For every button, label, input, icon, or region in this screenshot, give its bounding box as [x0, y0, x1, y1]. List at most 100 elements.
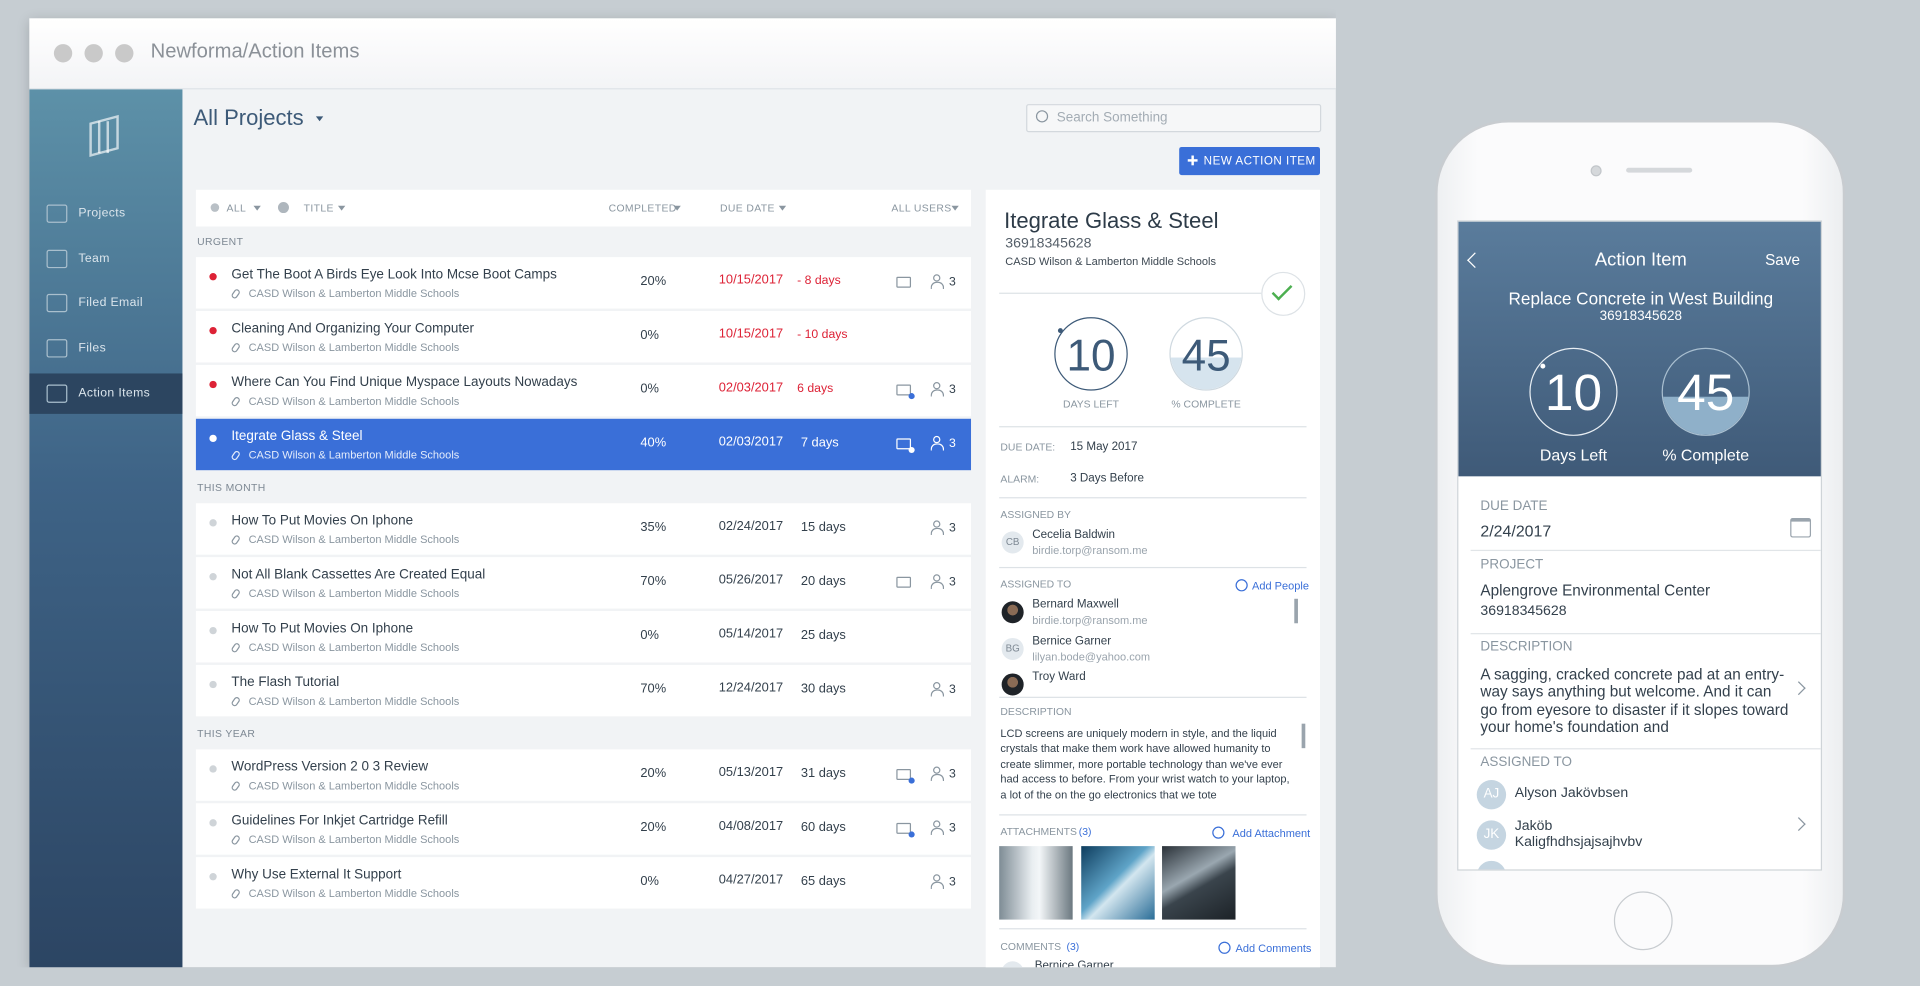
row-subtitle: CASD Wilson & Lamberton Middle Schools: [248, 586, 460, 599]
users-icon: [930, 527, 945, 536]
row-users: 3: [948, 574, 956, 589]
row-title: Why Use External It Support: [231, 867, 402, 883]
row-subtitle: CASD Wilson & Lamberton Middle Schools: [248, 532, 460, 546]
avatar-photo: [1001, 673, 1024, 696]
list-row[interactable]: [195, 611, 972, 663]
section-label: ASSIGNED BY: [1000, 508, 1071, 521]
row-days: 31 days: [800, 765, 846, 781]
project-selector[interactable]: All Projects: [193, 105, 304, 131]
attachment-thumbnail[interactable]: [1081, 846, 1155, 920]
save-button[interactable]: Save: [1765, 251, 1800, 269]
attachment-thumbnail[interactable]: [1162, 846, 1236, 920]
search-box[interactable]: [1026, 104, 1322, 133]
column-header[interactable]: COMPLETED: [608, 201, 677, 215]
add-icon: [1218, 941, 1231, 954]
new-button-label: NEW ACTION ITEM: [1203, 154, 1316, 168]
status-dot: [209, 273, 217, 281]
sidebar-item[interactable]: Action Items: [78, 386, 151, 401]
users-icon: [930, 689, 945, 697]
row-due: 04/08/2017: [718, 818, 784, 833]
avatar-initials: CB: [1005, 536, 1020, 548]
section-count: (3): [1078, 825, 1092, 838]
new-button[interactable]: [1179, 146, 1320, 176]
add-people[interactable]: Add People: [1251, 579, 1309, 592]
comment-new-dot: [907, 776, 915, 784]
phone-number: 36918345628: [1599, 309, 1683, 324]
days-left: 10: [1544, 363, 1603, 421]
list-row[interactable]: [195, 857, 972, 909]
field-label: DUE DATE: [1480, 498, 1548, 514]
row-title: How To Put Movies On Iphone: [231, 513, 414, 529]
list-row[interactable]: [195, 749, 972, 801]
window-clip: Newforma/Action Items Projects Team Filed E…: [29, 18, 1336, 968]
row-completed: 0%: [640, 327, 660, 343]
list-row[interactable]: [195, 557, 972, 609]
divider: [999, 426, 1307, 428]
row-due: 02/24/2017: [718, 518, 784, 533]
list-row[interactable]: [195, 503, 972, 555]
sidebar-item[interactable]: Filed Email: [78, 296, 143, 310]
window-button: [83, 43, 103, 62]
row-title: Itegrate Glass & Steel: [231, 429, 363, 444]
field-label: DESCRIPTION: [1480, 639, 1573, 655]
person-email: birdie.torp@ransom.me: [1032, 614, 1148, 627]
avatar-initials: AJ: [1483, 786, 1500, 802]
comment-author: Bernice Garner: [1034, 959, 1114, 968]
list-row[interactable]: [195, 418, 972, 471]
row-due: 10/15/2017: [718, 272, 784, 287]
row-due: 10/15/2017: [718, 325, 784, 341]
days-left-label: DAYS LEFT: [1063, 397, 1119, 411]
users-icon: [933, 766, 941, 774]
column-header[interactable]: ALL USERS: [891, 201, 952, 215]
percent-complete-label: % COMPLETE: [1171, 397, 1241, 411]
comment-icon: [896, 384, 912, 396]
column-header[interactable]: ALL: [226, 201, 247, 215]
list-row[interactable]: [195, 257, 972, 309]
row-days: 30 days: [800, 681, 846, 696]
row-due: 02/03/2017: [718, 379, 784, 395]
group-label: THIS YEAR: [197, 727, 256, 740]
sidebar-item[interactable]: Projects: [78, 206, 126, 221]
days-left: 10: [1066, 329, 1116, 381]
row-completed: 20%: [640, 766, 667, 781]
add-icon: [1212, 826, 1225, 839]
list-row[interactable]: [195, 364, 972, 417]
list-row[interactable]: [195, 664, 972, 717]
sidebar-item[interactable]: Team: [78, 252, 110, 266]
status-dot: [209, 434, 217, 443]
list-row[interactable]: [195, 803, 972, 855]
row-title: Cleaning And Organizing Your Computer: [231, 321, 475, 337]
divider: [1470, 549, 1821, 552]
list-row[interactable]: [195, 311, 972, 363]
description-text: LCD screens are uniquely modern in style…: [1000, 727, 1290, 801]
window-title: Newforma/Action Items: [150, 40, 360, 63]
calendar-icon[interactable]: [1790, 517, 1812, 538]
section-count: (3): [1066, 940, 1080, 953]
row-users: 3: [948, 874, 956, 889]
status-dot: [209, 519, 217, 527]
avatar-photo: [1001, 601, 1024, 624]
row-subtitle: CASD Wilson & Lamberton Middle Schools: [248, 778, 460, 792]
scrollbar: [1294, 598, 1298, 624]
detail-number: 36918345628: [1005, 236, 1092, 252]
add-comments[interactable]: Add Comments: [1235, 941, 1312, 955]
column-header[interactable]: TITLE: [303, 201, 334, 215]
section-label: DESCRIPTION: [1000, 705, 1072, 718]
row-users: 3: [948, 382, 956, 397]
field-value: Aplengrove Environmental Center: [1480, 582, 1711, 600]
add-attachment[interactable]: Add Attachment: [1232, 826, 1311, 839]
row-due: 02/03/2017: [718, 433, 784, 449]
days-ring-marker: [1057, 328, 1063, 334]
person-email: lilyan.bode@yahoo.com: [1032, 650, 1151, 664]
row-users: 3: [948, 767, 956, 781]
column-header[interactable]: DUE DATE: [720, 201, 775, 215]
users-icon: [933, 435, 941, 444]
attachment-thumbnail[interactable]: [999, 846, 1073, 920]
person-name: Cecelia Baldwin: [1032, 528, 1116, 542]
sidebar-item[interactable]: Files: [78, 341, 107, 356]
sidebar-icon: [46, 384, 68, 403]
users-icon: [933, 520, 941, 528]
divider: [999, 696, 1307, 698]
percent-complete: 45: [1677, 363, 1735, 421]
